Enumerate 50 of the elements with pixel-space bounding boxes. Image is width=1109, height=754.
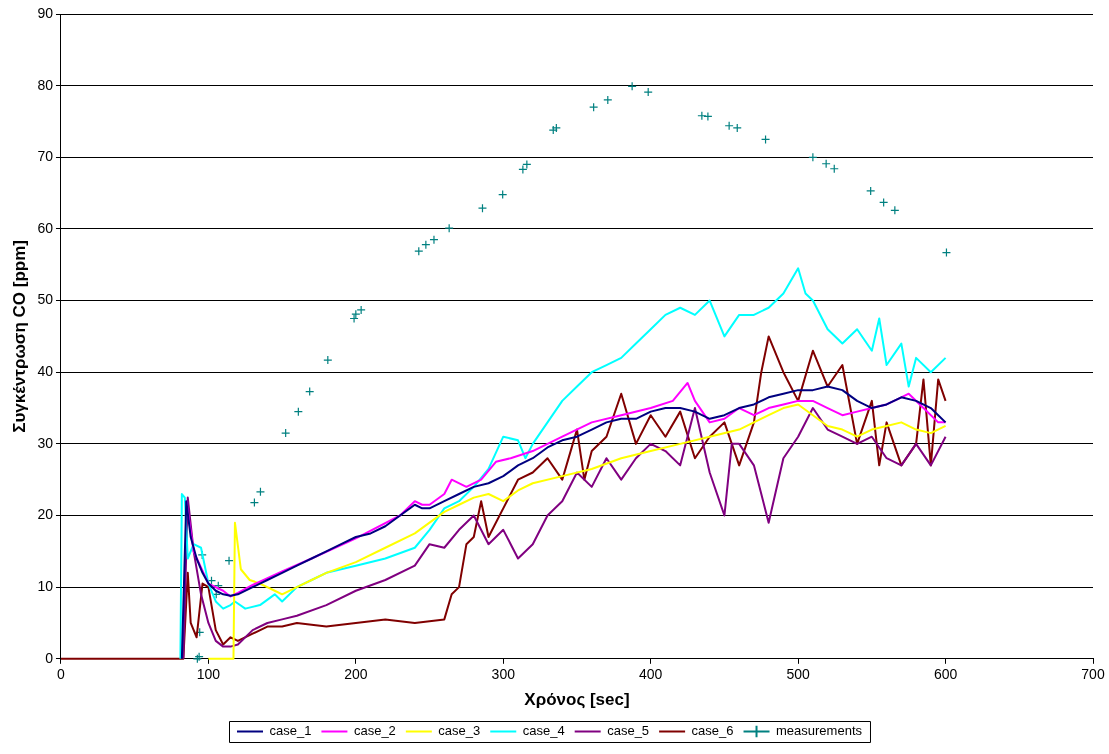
point — [255, 487, 266, 497]
x-tick-label: 700 — [1081, 666, 1105, 683]
point — [589, 102, 599, 112]
point — [703, 111, 713, 122]
legend-label: case_3 — [438, 723, 481, 739]
y-tick-label: 60 — [37, 219, 54, 236]
x-tick-label: 0 — [57, 666, 66, 683]
legend-label: case_1 — [269, 723, 312, 739]
point — [323, 355, 333, 365]
point — [518, 164, 528, 175]
point — [281, 428, 291, 438]
x-tick-label: 300 — [491, 666, 516, 683]
point — [808, 152, 818, 162]
point — [421, 240, 431, 250]
y-tick-label: 50 — [37, 291, 54, 308]
point — [429, 235, 439, 245]
x-tick-label: 200 — [344, 666, 368, 683]
point — [890, 205, 900, 215]
y-tick-label: 90 — [37, 4, 54, 21]
legend-label: case_4 — [522, 723, 565, 739]
legend-label: case_2 — [353, 723, 396, 739]
y-tick-label: 10 — [37, 578, 54, 595]
y-axis-title: Συγκέντρωση CO [ppm] — [9, 240, 29, 433]
point — [732, 123, 742, 133]
point — [522, 159, 532, 170]
y-tick-label: 0 — [45, 649, 54, 666]
point — [866, 186, 876, 196]
point — [224, 556, 234, 566]
x-tick-label: 400 — [639, 666, 663, 683]
y-tick-label: 40 — [37, 363, 54, 380]
x-tick-label: 100 — [196, 666, 221, 683]
y-tick-label: 70 — [37, 148, 54, 165]
point — [724, 121, 734, 131]
point — [414, 246, 424, 256]
y-tick-label: 30 — [37, 434, 54, 451]
x-tick-label: 500 — [786, 666, 811, 683]
point — [821, 159, 831, 169]
legend-label: measurements — [776, 723, 863, 739]
point — [603, 95, 613, 105]
point — [697, 111, 707, 121]
legend-label: case_6 — [691, 723, 734, 739]
legend-label: case_5 — [607, 723, 650, 739]
x-axis-title: Χρόνος [sec] — [524, 690, 630, 710]
point — [349, 313, 359, 324]
point — [356, 305, 366, 315]
point — [643, 87, 653, 97]
point — [627, 81, 637, 91]
y-tick-label: 20 — [37, 506, 54, 523]
y-tick-label: 80 — [37, 76, 54, 93]
x-tick-label: 600 — [933, 666, 958, 683]
